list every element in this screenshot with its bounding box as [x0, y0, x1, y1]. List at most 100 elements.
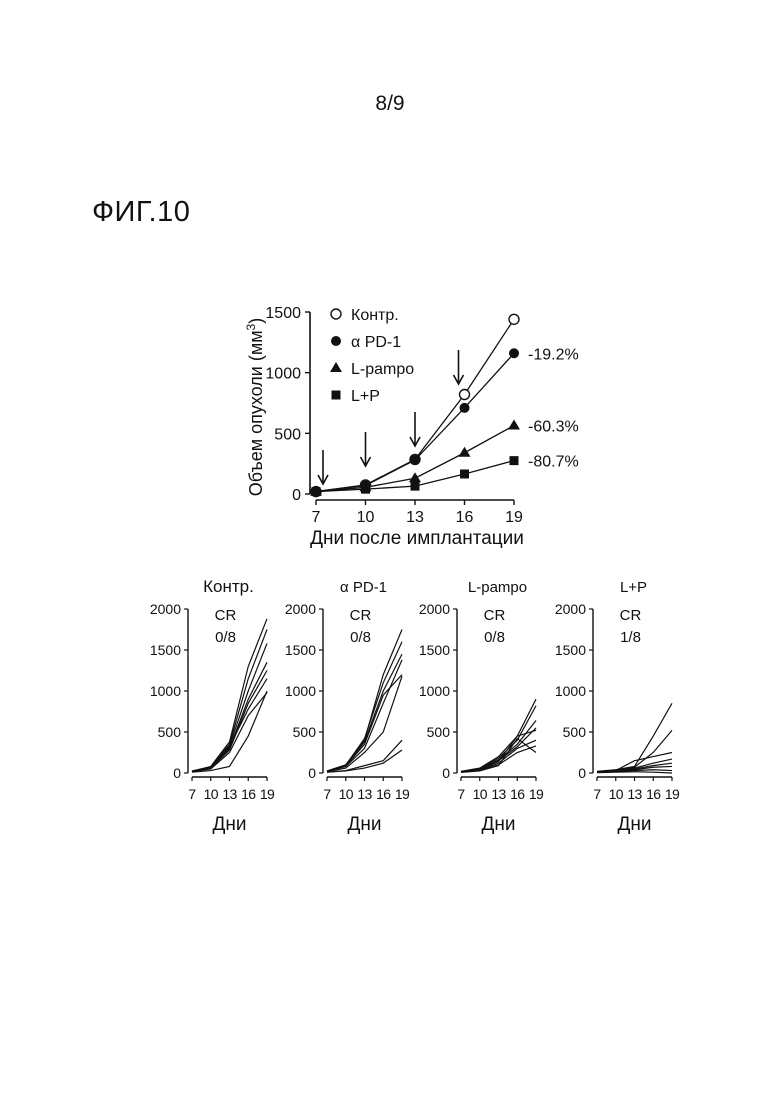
- y-tick-label: 500: [427, 724, 451, 740]
- y-tick-label: 500: [293, 724, 317, 740]
- series-line-6: [460, 745, 537, 773]
- x-tick-label: 7: [323, 786, 331, 802]
- x-tick-label: 10: [339, 786, 354, 802]
- panel-2: 0 500 1000 1500 2000 7 10 13 16 19 Дни α PD-1 CR 0/8: [285, 579, 411, 835]
- x-tick-label: 10: [473, 786, 488, 802]
- page-number: 8/9: [375, 92, 405, 115]
- x-axis-label: Дни: [348, 814, 382, 835]
- data-point: [410, 481, 420, 491]
- x-tick-label: 16: [646, 786, 661, 802]
- data-point: [509, 348, 519, 359]
- panel-title: Контр.: [203, 577, 254, 596]
- legend-label: α PD-1: [351, 334, 401, 351]
- x-tick-label: 16: [510, 786, 525, 802]
- panel-title: L-pampo: [468, 579, 527, 596]
- y-axis-label: Объем опухоли (мм3): [244, 318, 266, 497]
- x-tick-label: 7: [188, 786, 196, 802]
- series-line-6: [191, 692, 268, 773]
- cr-value: 0/8: [484, 629, 505, 646]
- reduction-label: -80.7%: [528, 454, 579, 471]
- y-tick-label: 1000: [150, 683, 181, 699]
- y-tick-label: 500: [563, 724, 587, 740]
- x-tick-label: 16: [241, 786, 256, 802]
- cr-label: CR: [484, 607, 506, 624]
- x-axis-label: Дни: [482, 814, 516, 835]
- data-point: [459, 402, 470, 413]
- x-tick-label: 16: [456, 509, 474, 526]
- x-tick-label: 19: [665, 786, 680, 802]
- dosing-arrow-head: [452, 374, 465, 386]
- data-point: [509, 456, 519, 466]
- y-tick-label: 2000: [285, 601, 316, 617]
- series-line-7: [191, 690, 268, 773]
- cr-value: 0/8: [350, 629, 371, 646]
- y-tick-label: 1000: [555, 683, 586, 699]
- y-tick-label: 0: [442, 765, 450, 781]
- legend-label: L-pampo: [351, 361, 414, 378]
- x-tick-label: 19: [260, 786, 275, 802]
- panel-1: 0 500 1000 1500 2000 7 10 13 16 19 Дни Контр. CR 0/8: [150, 577, 276, 835]
- dosing-arrow-head: [359, 456, 372, 468]
- data-point: [331, 390, 341, 400]
- y-tick-label: 1000: [265, 366, 301, 383]
- series-line-7: [596, 771, 673, 774]
- data-point: [458, 388, 471, 401]
- data-point: [330, 362, 342, 372]
- y-tick-label: 1500: [150, 642, 181, 658]
- y-tick-label: 1500: [555, 642, 586, 658]
- y-tick-label: 1500: [265, 305, 301, 322]
- y-tick-label: 500: [274, 426, 301, 443]
- reduction-label: -60.3%: [528, 418, 579, 435]
- series-line-7: [460, 737, 537, 773]
- x-tick-label: 13: [406, 509, 424, 526]
- x-tick-label: 7: [457, 786, 465, 802]
- x-tick-label: 13: [357, 786, 372, 802]
- panel-3: 0 500 1000 1500 2000 7 10 13 16 19 Дни L-pampo CR 0/8: [419, 579, 545, 835]
- data-point: [508, 419, 520, 430]
- x-tick-label: 10: [204, 786, 219, 802]
- cr-label: CR: [215, 607, 237, 624]
- x-tick-label: 16: [376, 786, 391, 802]
- data-point: [409, 472, 421, 483]
- series-line-4: [326, 659, 403, 773]
- reduction-label: -19.2%: [528, 346, 579, 363]
- x-tick-label: 7: [312, 509, 321, 526]
- x-tick-label: 19: [395, 786, 410, 802]
- series-line-0: [326, 629, 403, 772]
- x-tick-label: 13: [222, 786, 237, 802]
- panel-title: L+P: [620, 579, 647, 596]
- x-tick-label: 7: [593, 786, 601, 802]
- series-line-5: [326, 676, 403, 773]
- y-tick-label: 0: [578, 765, 586, 781]
- series-line-7: [326, 749, 403, 773]
- data-point: [460, 469, 469, 479]
- cr-value: 0/8: [215, 629, 236, 646]
- y-tick-label: 0: [292, 487, 301, 504]
- data-point: [361, 484, 370, 494]
- y-tick-label: 500: [158, 724, 182, 740]
- cr-value: 1/8: [620, 629, 641, 646]
- cr-label: CR: [620, 607, 642, 624]
- figure-label: ФИГ.10: [92, 196, 191, 228]
- y-tick-label: 1000: [419, 683, 450, 699]
- y-tick-label: 0: [308, 765, 316, 781]
- dosing-arrow-head: [409, 436, 421, 448]
- data-point: [311, 487, 321, 497]
- series-line-3: [326, 674, 403, 772]
- y-tick-label: 0: [173, 765, 181, 781]
- x-tick-label: 19: [505, 509, 523, 526]
- y-tick-label: 2000: [555, 601, 586, 617]
- legend-label: L+P: [351, 388, 380, 405]
- y-tick-label: 2000: [150, 601, 181, 617]
- series-line-5: [191, 678, 268, 772]
- data-point: [331, 336, 341, 346]
- panel-title: α PD-1: [340, 579, 387, 596]
- y-tick-label: 1000: [285, 683, 316, 699]
- x-axis-label: Дни: [618, 814, 652, 835]
- dosing-arrow-head: [317, 474, 329, 486]
- data-point: [410, 455, 420, 466]
- legend-label: Контр.: [351, 307, 399, 324]
- x-tick-label: 10: [609, 786, 624, 802]
